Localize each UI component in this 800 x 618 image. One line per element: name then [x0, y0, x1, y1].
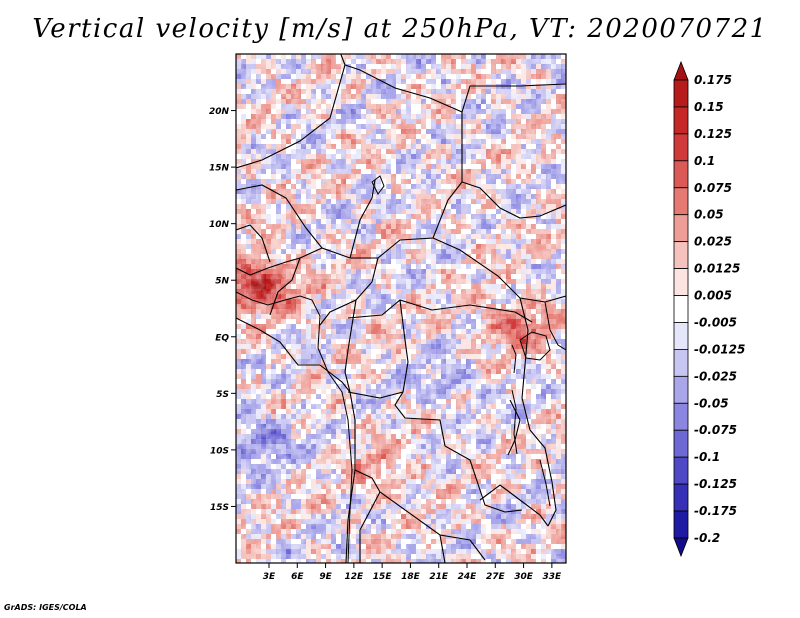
chart-title: Vertical velocity [m/s] at 250hPa, VT: 2…	[32, 14, 768, 44]
